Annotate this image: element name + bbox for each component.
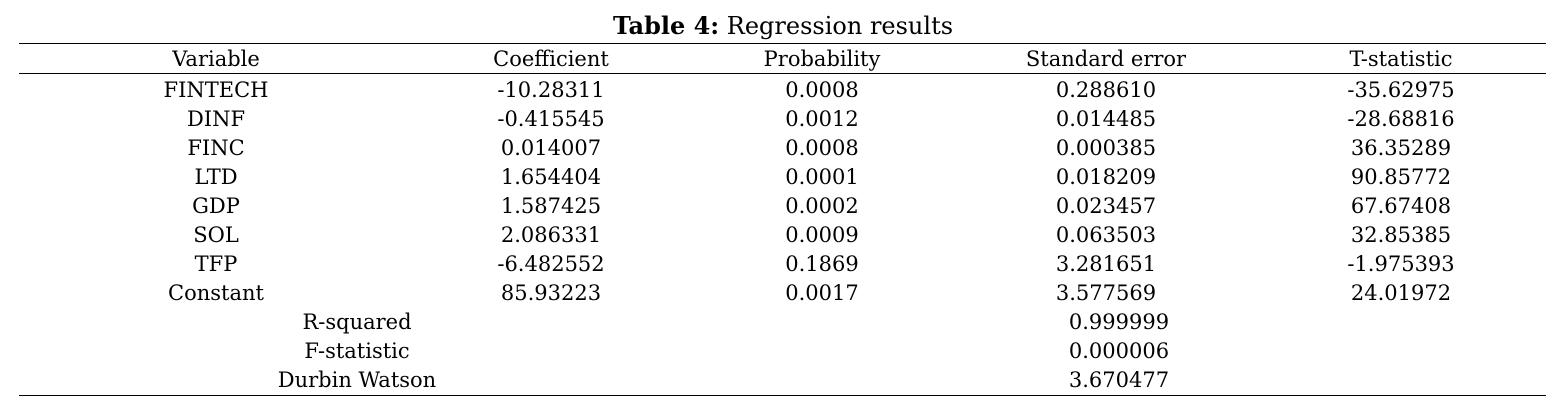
table-row: GDP 1.587425 0.0002 0.023457 67.67408	[0, 192, 1549, 221]
standard-error-cell: 0.000385	[1055, 136, 1157, 160]
coefficient-cell: 1.654404	[500, 165, 602, 189]
standard-error-cell: 0.023457	[1055, 194, 1157, 218]
summary-stat-label: F-statistic	[304, 339, 410, 363]
column-header-t-statistic: T-statistic	[1349, 47, 1453, 71]
table-row: Constant 85.93223 0.0017 3.577569 24.019…	[0, 279, 1549, 308]
t-statistic-cell: 90.85772	[1350, 165, 1452, 189]
probability-cell: 0.0012	[785, 107, 859, 131]
t-statistic-cell: 24.01972	[1350, 281, 1452, 305]
probability-cell: 0.0009	[785, 223, 859, 247]
table-caption-title: Regression results	[719, 12, 954, 40]
table-row: DINF -0.415545 0.0012 0.014485 -28.68816	[0, 105, 1549, 134]
summary-stat-row: R-squared 0.999999	[0, 308, 1549, 337]
table-row: FINC 0.014007 0.0008 0.000385 36.35289	[0, 134, 1549, 163]
probability-cell: 0.0017	[785, 281, 859, 305]
t-statistic-cell: -28.68816	[1347, 107, 1455, 131]
column-header-variable: Variable	[172, 47, 260, 71]
table-top-rule	[19, 43, 1546, 44]
summary-stat-row: F-statistic 0.000006	[0, 337, 1549, 366]
probability-cell: 0.1869	[785, 252, 859, 276]
coefficient-cell: 0.014007	[500, 136, 602, 160]
table-row: SOL 2.086331 0.0009 0.063503 32.85385	[0, 221, 1549, 250]
variable-cell: Constant	[168, 281, 264, 305]
t-statistic-cell: 67.67408	[1350, 194, 1452, 218]
probability-cell: 0.0008	[785, 78, 859, 102]
table-row: LTD 1.654404 0.0001 0.018209 90.85772	[0, 163, 1549, 192]
variable-cell: FINC	[187, 136, 245, 160]
variable-cell: TFP	[194, 252, 238, 276]
summary-stat-label: R-squared	[302, 310, 412, 334]
standard-error-cell: 0.014485	[1055, 107, 1157, 131]
table-caption: Table 4: Regression results	[0, 11, 1549, 41]
coefficient-cell: 1.587425	[500, 194, 602, 218]
summary-stat-value: 0.999999	[1068, 310, 1170, 334]
coefficient-cell: -0.415545	[497, 107, 605, 131]
t-statistic-cell: -35.62975	[1347, 78, 1455, 102]
standard-error-cell: 0.018209	[1055, 165, 1157, 189]
summary-stat-value: 3.670477	[1068, 368, 1170, 392]
probability-cell: 0.0008	[785, 136, 859, 160]
column-header-standard-error: Standard error	[1025, 47, 1187, 71]
standard-error-cell: 3.577569	[1055, 281, 1157, 305]
variable-cell: FINTECH	[163, 78, 269, 102]
table-caption-label: Table 4:	[612, 11, 720, 40]
t-statistic-cell: 36.35289	[1350, 136, 1452, 160]
summary-stat-label: Durbin Watson	[277, 368, 437, 392]
variable-cell: SOL	[193, 223, 239, 247]
variable-cell: GDP	[192, 194, 240, 218]
table-row: TFP -6.482552 0.1869 3.281651 -1.975393	[0, 250, 1549, 279]
table-row: FINTECH -10.28311 0.0008 0.288610 -35.62…	[0, 76, 1549, 105]
t-statistic-cell: -1.975393	[1347, 252, 1455, 276]
table-header-row: Variable Coefficient Probability Standar…	[0, 45, 1549, 74]
t-statistic-cell: 32.85385	[1350, 223, 1452, 247]
variable-cell: DINF	[186, 107, 246, 131]
coefficient-cell: 2.086331	[500, 223, 602, 247]
table-bottom-rule	[19, 395, 1546, 396]
table-header-rule	[19, 73, 1546, 74]
column-header-probability: Probability	[763, 47, 881, 71]
coefficient-cell: -6.482552	[497, 252, 605, 276]
summary-stat-row: Durbin Watson 3.670477	[0, 366, 1549, 395]
variable-cell: LTD	[194, 165, 238, 189]
column-header-coefficient: Coefficient	[493, 47, 609, 71]
standard-error-cell: 0.288610	[1055, 78, 1157, 102]
probability-cell: 0.0001	[785, 165, 859, 189]
coefficient-cell: 85.93223	[500, 281, 602, 305]
probability-cell: 0.0002	[785, 194, 859, 218]
standard-error-cell: 3.281651	[1055, 252, 1157, 276]
coefficient-cell: -10.28311	[497, 78, 605, 102]
standard-error-cell: 0.063503	[1055, 223, 1157, 247]
summary-stat-value: 0.000006	[1068, 339, 1170, 363]
